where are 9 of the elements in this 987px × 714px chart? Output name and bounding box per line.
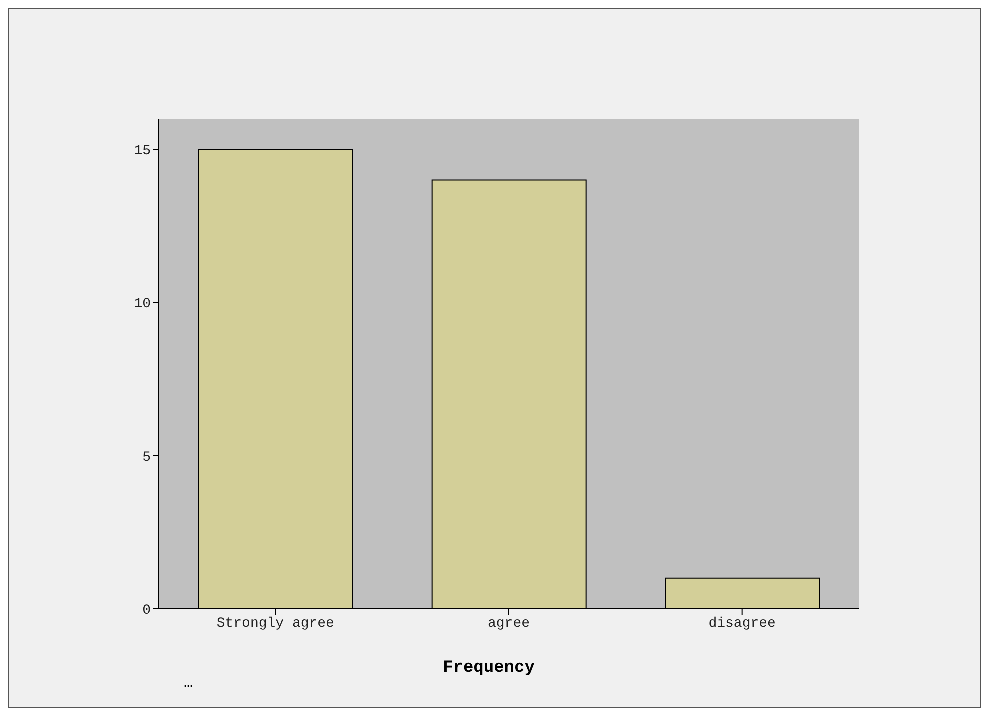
x-tick-label: disagree (708, 616, 776, 632)
y-tick-label: 15 (134, 144, 151, 160)
y-tick-label: 10 (134, 296, 151, 313)
y-tick-label: 5 (142, 450, 151, 466)
x-tick-label: agree (488, 616, 530, 632)
x-tick-label: Strongly agree (216, 616, 334, 632)
x-axis-title: Frequency (443, 659, 535, 678)
y-tick-label: 0 (142, 602, 151, 619)
text: … (184, 675, 194, 692)
